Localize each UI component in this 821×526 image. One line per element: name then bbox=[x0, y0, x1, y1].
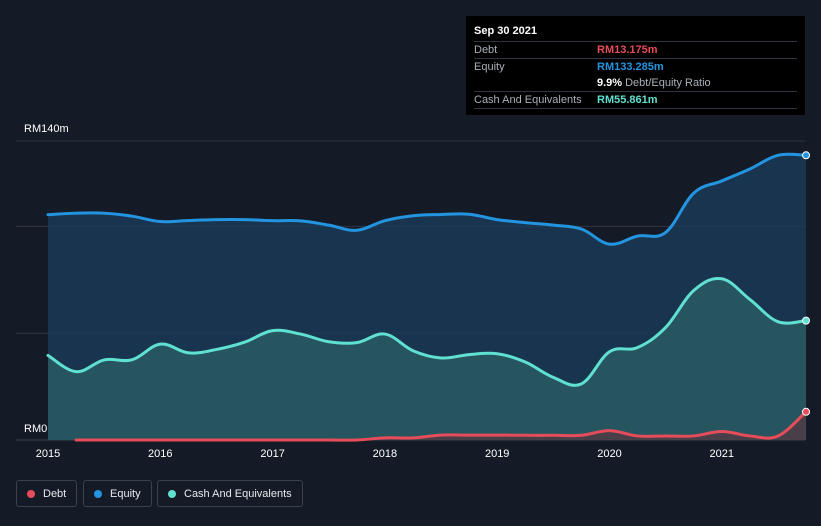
x-tick-label: 2018 bbox=[373, 448, 397, 460]
tooltip-date: Sep 30 2021 bbox=[474, 25, 537, 37]
tooltip-debt-label: Debt bbox=[474, 44, 498, 56]
x-tick-label: 2015 bbox=[36, 448, 60, 460]
tooltip-row-debt: Debt RM13.175m bbox=[474, 41, 797, 58]
x-tick-label: 2019 bbox=[485, 448, 509, 460]
y-tick-label-min: RM0 bbox=[24, 423, 47, 435]
axis-labels: RM140m RM0 2015 2016 2017 2018 2019 2020 2021 bbox=[24, 123, 734, 460]
legend-debt-label: Debt bbox=[43, 487, 67, 500]
tooltip-debt-value: RM13.175m bbox=[597, 44, 658, 56]
legend-item-debt[interactable]: Debt bbox=[16, 480, 78, 507]
tooltip-cash-value: RM55.861m bbox=[597, 94, 658, 106]
legend-item-equity[interactable]: Equity bbox=[83, 480, 152, 507]
equity-dot-icon bbox=[94, 489, 102, 498]
debt-end-point[interactable] bbox=[802, 407, 811, 416]
tooltip-ratio-value: 9.9% bbox=[597, 77, 623, 89]
cash-area bbox=[48, 278, 807, 440]
tooltip-row-equity: Equity RM133.285m bbox=[474, 58, 797, 75]
series-areas bbox=[48, 154, 807, 441]
tooltip-equity-label: Equity bbox=[474, 61, 505, 73]
cash-dot-icon bbox=[168, 489, 176, 498]
debt-line bbox=[74, 410, 808, 442]
end-markers[interactable] bbox=[802, 151, 811, 416]
debt-dot-icon bbox=[27, 489, 35, 498]
tooltip-row-cash: Cash And Equivalents RM55.861m bbox=[474, 91, 797, 109]
tooltip-ratio-label: Debt/Equity Ratio bbox=[625, 77, 711, 89]
series-lines bbox=[46, 152, 808, 442]
equity-end-point[interactable] bbox=[802, 151, 811, 160]
equity-line bbox=[46, 152, 808, 246]
tooltip-cash-label: Cash And Equivalents bbox=[474, 94, 582, 106]
x-tick-label: 2021 bbox=[710, 448, 734, 460]
x-tick-label: 2016 bbox=[148, 448, 172, 460]
data-tooltip: Sep 30 2021 Debt RM13.175m Equity RM133.… bbox=[466, 16, 805, 115]
x-tick-label: 2020 bbox=[597, 448, 621, 460]
y-tick-label-max: RM140m bbox=[24, 123, 69, 135]
legend-cash-label: Cash And Equivalents bbox=[184, 487, 292, 500]
cash-end-point[interactable] bbox=[802, 316, 811, 325]
cash-line bbox=[46, 276, 808, 387]
legend-equity-label: Equity bbox=[110, 487, 141, 500]
tooltip-equity-value: RM133.285m bbox=[597, 61, 664, 73]
x-tick-label: 2017 bbox=[260, 448, 284, 460]
tooltip-row-ratio: 9.9% Debt/Equity Ratio bbox=[474, 75, 797, 91]
legend-item-cash[interactable]: Cash And Equivalents bbox=[157, 480, 303, 507]
